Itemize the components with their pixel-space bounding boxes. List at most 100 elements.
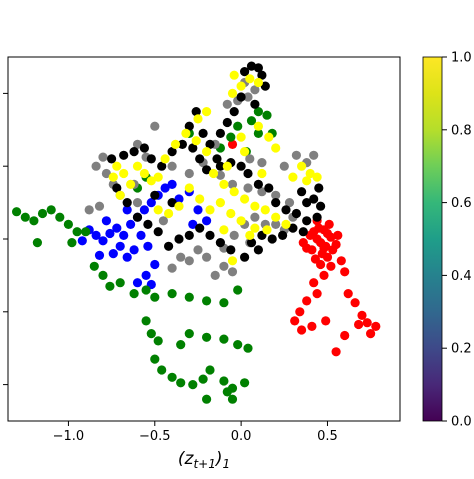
data-point-0-38: [340, 330, 350, 341]
data-point-5-53: [222, 161, 232, 171]
data-point-4-2: [129, 147, 139, 157]
data-point-4-47: [246, 61, 257, 71]
data-point-4-11: [215, 161, 225, 171]
data-point-3-6: [84, 205, 94, 215]
data-point-1-19: [150, 259, 160, 270]
data-point-0-30: [321, 316, 331, 326]
data-point-3-7: [132, 139, 143, 149]
data-point-1-1: [91, 230, 101, 240]
data-point-1-15: [160, 183, 170, 193]
data-point-5-51: [227, 256, 238, 266]
data-point-1-12: [139, 205, 149, 215]
data-point-4-27: [278, 230, 288, 240]
data-point-2-41: [219, 334, 229, 344]
data-point-4-14: [243, 168, 253, 179]
data-point-4-38: [153, 227, 163, 237]
data-point-1-28: [202, 216, 212, 226]
x-tick-label-1: −0.5: [139, 429, 171, 444]
data-point-0-25: [302, 296, 312, 306]
colorbar-tick-label-5: 1.0: [451, 51, 472, 66]
data-point-4-48: [253, 63, 263, 73]
data-point-4-49: [257, 70, 267, 80]
data-point-5-16: [250, 201, 260, 211]
data-point-5-36: [236, 81, 246, 91]
data-point-4-19: [291, 208, 301, 219]
data-point-0-19: [326, 261, 336, 271]
data-point-0-23: [309, 278, 319, 288]
data-point-4-42: [112, 183, 122, 193]
data-point-4-10: [202, 165, 212, 175]
data-point-2-26: [150, 354, 160, 364]
data-point-3-40: [257, 158, 267, 168]
data-point-5-52: [236, 132, 246, 142]
data-point-4-24: [302, 216, 312, 226]
data-point-2-4: [46, 205, 56, 215]
data-point-4-55: [184, 121, 194, 131]
data-point-3-28: [210, 270, 220, 280]
data-point-5-45: [115, 190, 125, 200]
data-point-2-44: [176, 340, 186, 350]
data-point-5-32: [312, 172, 322, 182]
data-point-4-36: [174, 234, 184, 244]
data-points: [12, 61, 381, 404]
data-point-4-59: [150, 190, 160, 200]
data-point-5-21: [236, 216, 246, 226]
data-point-3-0: [98, 152, 108, 162]
data-point-1-10: [126, 219, 136, 229]
data-point-3-47: [271, 219, 281, 229]
data-point-4-40: [132, 212, 143, 222]
data-point-4-39: [143, 219, 153, 229]
data-point-3-42: [222, 99, 232, 109]
data-point-1-29: [188, 219, 198, 229]
data-point-2-37: [227, 394, 238, 404]
data-point-4-58: [167, 198, 177, 208]
data-point-3-31: [184, 256, 194, 266]
data-point-3-16: [257, 187, 267, 197]
data-point-1-9: [129, 245, 139, 255]
data-point-4-3: [139, 143, 149, 153]
colorbar-tick-label-2: 0.4: [451, 269, 472, 284]
data-point-2-19: [184, 292, 194, 302]
data-point-0-22: [319, 270, 329, 280]
data-point-2-28: [167, 372, 177, 382]
data-point-2-3: [37, 208, 48, 219]
data-point-5-27: [174, 201, 184, 211]
data-point-0-29: [307, 321, 317, 331]
data-point-5-31: [305, 168, 315, 179]
data-point-2-14: [115, 278, 125, 288]
data-point-4-62: [314, 183, 324, 193]
data-point-2-6: [63, 219, 73, 229]
data-point-4-37: [164, 241, 174, 251]
data-point-4-33: [205, 230, 215, 240]
x-tick-label-0: −1.0: [53, 429, 85, 444]
data-point-5-50: [262, 225, 272, 235]
data-point-0-18: [316, 259, 326, 270]
data-point-4-63: [297, 187, 307, 197]
data-point-2-15: [129, 289, 139, 299]
data-point-2-38: [202, 394, 212, 404]
data-point-5-48: [219, 225, 229, 235]
data-point-3-8: [150, 121, 160, 131]
data-point-3-45: [250, 85, 260, 95]
x-tick-label-2: 0.0: [231, 429, 252, 444]
data-point-4-26: [288, 223, 298, 233]
data-point-4-34: [195, 223, 205, 233]
data-point-0-12: [322, 252, 333, 262]
x-axis-label: (zt+1)1: [178, 449, 230, 471]
data-point-5-39: [229, 70, 239, 80]
data-point-3-24: [229, 230, 239, 240]
data-point-5-25: [195, 194, 205, 204]
data-point-1-23: [101, 216, 111, 226]
data-point-1-21: [132, 278, 143, 288]
data-point-4-28: [267, 234, 277, 244]
data-point-2-29: [176, 378, 186, 388]
data-point-4-61: [240, 252, 250, 262]
data-point-1-2: [98, 236, 108, 246]
data-point-2-11: [89, 261, 99, 271]
data-point-4-31: [226, 245, 236, 255]
data-point-0-4: [326, 232, 336, 242]
data-point-1-4: [112, 223, 122, 233]
data-point-4-32: [215, 238, 225, 248]
data-point-3-50: [132, 198, 143, 208]
data-point-3-41: [245, 154, 255, 164]
